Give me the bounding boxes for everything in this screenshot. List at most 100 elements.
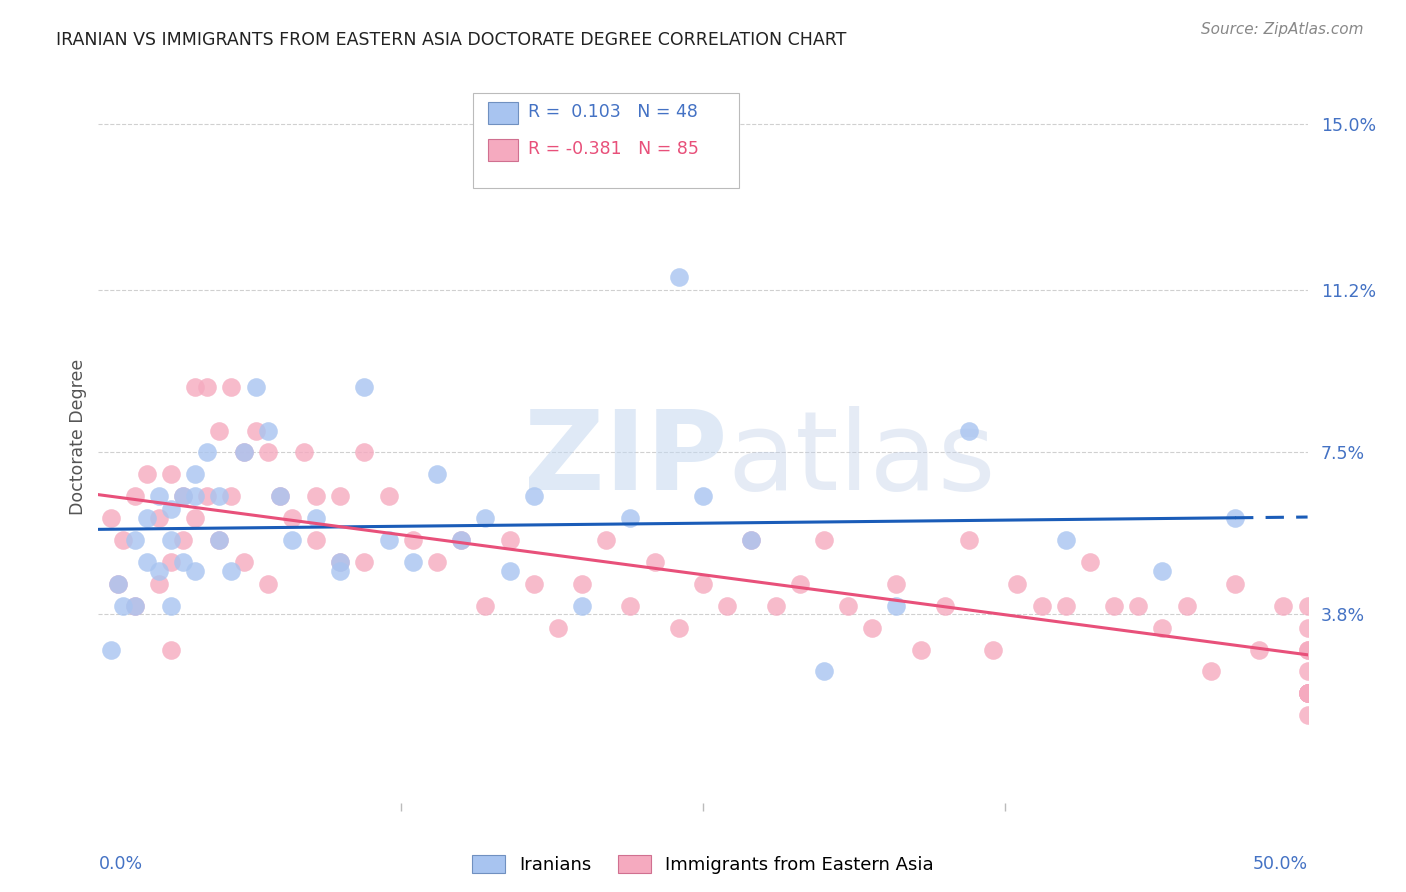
Point [498,533,520,547]
Point [1296,599,1319,613]
Point [172,489,194,503]
Point [281,511,304,525]
Point [1007,576,1029,591]
FancyBboxPatch shape [474,94,740,188]
Point [329,489,352,503]
Point [813,665,835,679]
Point [1296,686,1319,700]
Point [1152,621,1174,635]
Point [292,445,315,459]
Text: R = -0.381   N = 85: R = -0.381 N = 85 [527,140,699,158]
Point [547,621,569,635]
Point [232,445,254,459]
Point [1128,599,1150,613]
Point [245,424,267,438]
Point [135,511,157,525]
Point [837,599,859,613]
Point [256,445,278,459]
Point [256,424,278,438]
Point [184,467,207,482]
Point [474,511,496,525]
Legend: Iranians, Immigrants from Eastern Asia: Iranians, Immigrants from Eastern Asia [472,855,934,874]
Point [1296,642,1319,657]
Point [740,533,762,547]
Point [377,489,399,503]
Point [135,555,157,569]
Point [571,576,593,591]
Point [195,489,218,503]
Point [100,511,122,525]
Bar [488,102,517,124]
Point [1054,599,1077,613]
Point [1249,642,1271,657]
Point [232,445,254,459]
Point [160,599,183,613]
Point [668,270,690,285]
Point [256,576,278,591]
Point [195,445,218,459]
Point [1296,621,1319,635]
Point [184,489,207,503]
Point [1078,555,1101,569]
Point [668,621,690,635]
Point [148,511,170,525]
Point [523,576,546,591]
Text: Source: ZipAtlas.com: Source: ZipAtlas.com [1201,22,1364,37]
Point [450,533,472,547]
Point [1152,564,1174,578]
Point [184,511,207,525]
Point [450,533,472,547]
Point [160,642,183,657]
Point [195,380,218,394]
Point [208,424,231,438]
Point [474,599,496,613]
Point [1031,599,1053,613]
Point [353,380,375,394]
Point [148,489,170,503]
Point [957,424,980,438]
Point [1296,686,1319,700]
Point [765,599,787,613]
Point [692,576,714,591]
Point [1054,533,1077,547]
Point [813,533,835,547]
Point [1102,599,1125,613]
Point [740,533,762,547]
Point [353,555,375,569]
Text: atlas: atlas [727,406,995,513]
Point [1272,599,1295,613]
Point [111,599,134,613]
Point [402,555,425,569]
Point [232,555,254,569]
Point [716,599,738,613]
Point [245,380,267,394]
Point [1296,686,1319,700]
Point [1296,686,1319,700]
Point [934,599,956,613]
Point [523,489,546,503]
Point [1175,599,1198,613]
Point [221,489,243,503]
Point [160,555,183,569]
Point [329,564,352,578]
Point [329,555,352,569]
Point [135,467,157,482]
Point [172,555,194,569]
Text: ZIP: ZIP [524,406,727,513]
Point [208,533,231,547]
Point [124,599,146,613]
Point [172,489,194,503]
Y-axis label: Doctorate Degree: Doctorate Degree [69,359,87,516]
Text: R =  0.103   N = 48: R = 0.103 N = 48 [527,103,697,121]
Point [124,533,146,547]
Point [426,467,449,482]
Point [269,489,291,503]
Point [402,533,425,547]
Point [100,642,122,657]
Point [160,467,183,482]
Point [426,555,449,569]
Point [886,599,908,613]
Point [107,576,129,591]
Bar [488,138,517,161]
Point [353,445,375,459]
